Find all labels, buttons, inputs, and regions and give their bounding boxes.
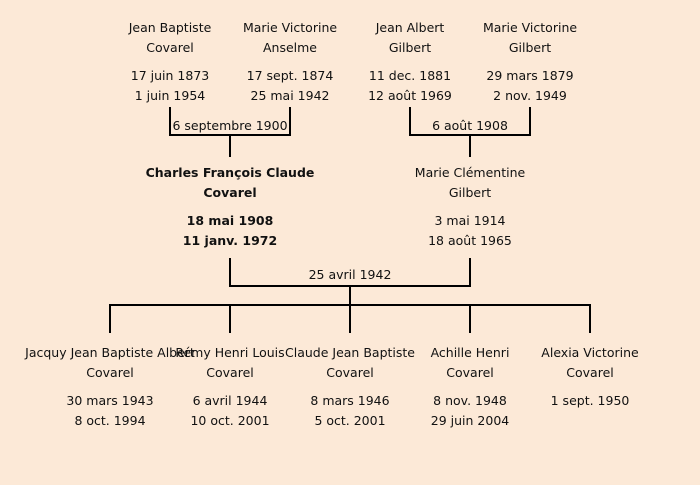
connector-line bbox=[409, 107, 411, 136]
connector-line bbox=[469, 134, 471, 157]
death-date: 8 oct. 1994 bbox=[74, 413, 146, 428]
birth-date: 17 juin 1873 bbox=[130, 68, 210, 83]
connector-line bbox=[229, 304, 231, 333]
connector-line bbox=[289, 107, 291, 136]
birth-date: 29 mars 1879 bbox=[486, 68, 574, 83]
death-date: 5 oct. 2001 bbox=[314, 413, 386, 428]
person-surname: Gilbert bbox=[508, 40, 552, 55]
birth-date: 6 avril 1944 bbox=[192, 393, 268, 408]
marriage-date-right: 6 août 1908 bbox=[432, 118, 508, 133]
person-surname: Covarel bbox=[206, 365, 254, 380]
connector-line bbox=[109, 304, 111, 333]
connector-line bbox=[589, 304, 591, 333]
birth-date: 1 sept. 1950 bbox=[550, 393, 630, 408]
connector-line bbox=[229, 134, 231, 157]
person-name: Marie Clémentine bbox=[414, 165, 526, 180]
person-surname: Covarel bbox=[326, 365, 374, 380]
person-name: Jean Baptiste bbox=[128, 20, 212, 35]
birth-date: 8 nov. 1948 bbox=[433, 393, 507, 408]
person-surname: Covarel bbox=[203, 185, 257, 200]
death-date: 10 oct. 2001 bbox=[190, 413, 270, 428]
connector-line bbox=[349, 304, 351, 333]
connector-line bbox=[349, 285, 351, 306]
connector-line bbox=[529, 107, 531, 136]
person-surname: Covarel bbox=[566, 365, 614, 380]
birth-date: 18 mai 1908 bbox=[186, 213, 274, 228]
person-surname: Covarel bbox=[86, 365, 134, 380]
birth-date: 30 mars 1943 bbox=[66, 393, 154, 408]
person-surname: Anselme bbox=[262, 40, 318, 55]
connector-line bbox=[469, 258, 471, 287]
person-surname: Covarel bbox=[446, 365, 494, 380]
marriage-date-left: 6 septembre 1900 bbox=[172, 118, 288, 133]
connector-line bbox=[229, 258, 231, 287]
person-name: Claude Jean Baptiste bbox=[285, 345, 415, 360]
person-name: Achille Henri bbox=[430, 345, 510, 360]
connector-line bbox=[169, 107, 171, 136]
person-surname: Gilbert bbox=[388, 40, 432, 55]
person-name: Jacquy Jean Baptiste Albert bbox=[25, 345, 195, 360]
death-date: 29 juin 2004 bbox=[430, 413, 510, 428]
birth-date: 3 mai 1914 bbox=[434, 213, 506, 228]
death-date: 18 août 1965 bbox=[428, 233, 512, 248]
person-name: Jean Albert bbox=[375, 20, 445, 35]
death-date: 2 nov. 1949 bbox=[493, 88, 567, 103]
death-date: 11 janv. 1972 bbox=[182, 233, 278, 248]
death-date: 1 juin 1954 bbox=[134, 88, 206, 103]
person-name: Marie Victorine bbox=[242, 20, 338, 35]
marriage-date-center: 25 avril 1942 bbox=[308, 267, 392, 282]
person-surname: Covarel bbox=[146, 40, 194, 55]
birth-date: 17 sept. 1874 bbox=[246, 68, 334, 83]
person-name: Charles François Claude bbox=[145, 165, 315, 180]
connector-line bbox=[469, 304, 471, 333]
person-name: Rémy Henri Louis bbox=[175, 345, 285, 360]
birth-date: 11 dec. 1881 bbox=[368, 68, 452, 83]
person-name: Alexia Victorine bbox=[541, 345, 639, 360]
birth-date: 8 mars 1946 bbox=[310, 393, 390, 408]
person-name: Marie Victorine bbox=[482, 20, 578, 35]
person-surname: Gilbert bbox=[448, 185, 492, 200]
death-date: 25 mai 1942 bbox=[250, 88, 330, 103]
death-date: 12 août 1969 bbox=[368, 88, 452, 103]
